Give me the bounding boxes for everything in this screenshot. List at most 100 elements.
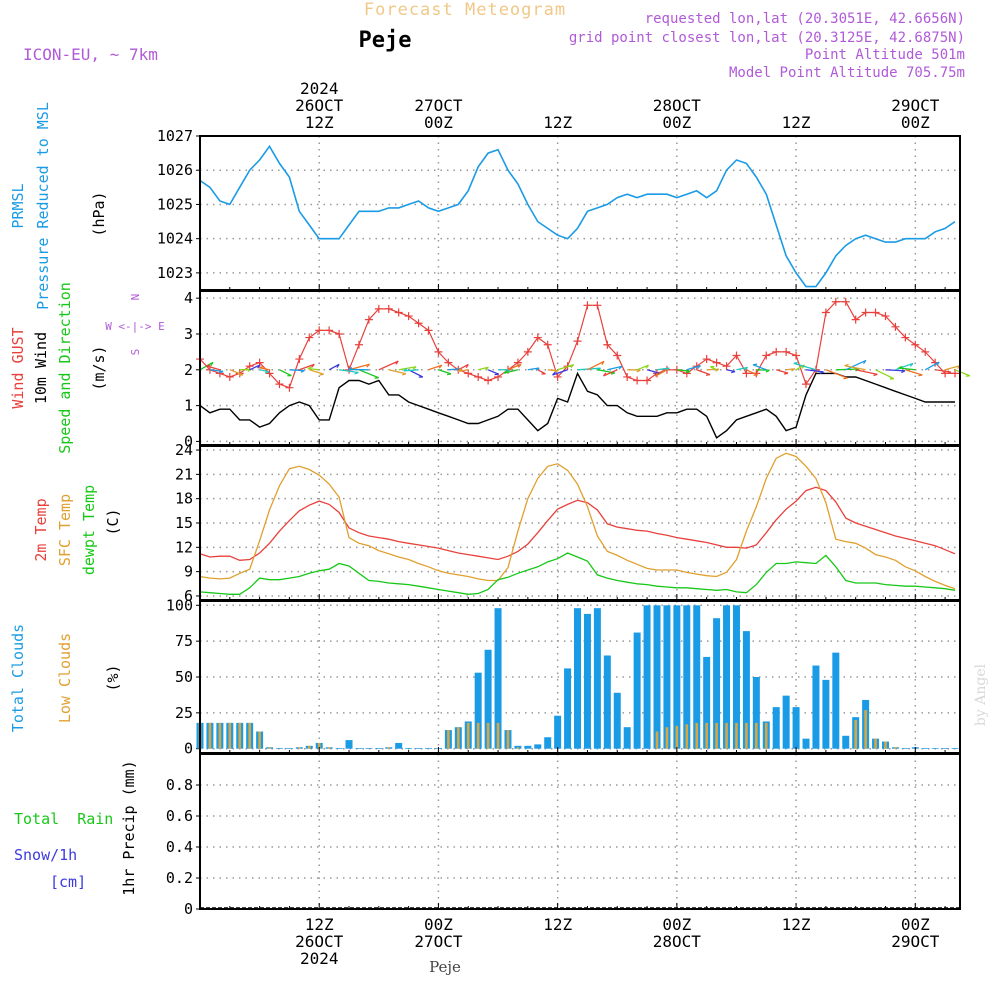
y-tick-label: 9 [184,563,193,581]
wind-arrow-head [517,363,522,368]
low-cloud-bar [755,722,758,749]
wind-arrow-head [457,368,462,372]
wind-gust-point [643,376,652,385]
watermark: by Angel [973,663,989,726]
total-cloud-bar [693,605,701,749]
y-tick-label: 6 [184,587,193,605]
wind-direction-arrow [655,369,668,377]
wind-gust-point [821,308,830,317]
wind-gust-point [484,376,493,385]
time-label: 00Z [662,113,691,132]
wind-gust-point [792,351,801,360]
wind-arrow-head [307,366,312,370]
wind-compass-we: W <-|-> E [105,320,165,333]
total-cloud-bar [424,747,432,749]
low-cloud-bar [764,722,768,749]
wind-direction-arrow [875,369,895,380]
wind-arrow-head [618,365,623,370]
wind-arrow-head [686,370,691,374]
wind-arrow-head [257,364,261,369]
precip-ylabel: 1hr Precip (mm) [120,760,138,895]
wind-gust-point [394,308,403,317]
time-label: 12Z [305,915,334,934]
wind-arrow-head [506,369,511,373]
wind-arrow-head [715,368,720,372]
time-label: 00Z [901,915,930,934]
wind-gust-point [583,301,592,310]
total-cloud-bar [474,672,482,749]
total-cloud-bar [822,679,830,749]
y-tick-label: 1026 [157,161,193,179]
wind-gust-point [275,380,284,389]
low-cloud-bar [735,722,738,749]
wind-gust-point [305,333,314,342]
wind-arrow-head [259,365,264,369]
total-cloud-bar [603,655,611,749]
low-cloud-bar [238,722,242,749]
wind-gust-point [871,308,880,317]
low-cloud-bar [317,742,321,749]
wind-arrow-head [552,371,556,376]
wind-arrow-head [219,370,224,374]
wind-direction-arrow [448,368,461,371]
y-tick-label: 0 [184,900,193,918]
legend-speed-direction: Speed and Direction [56,282,74,454]
time-label: 26OCT [295,932,344,951]
wind-direction-arrow [249,364,261,371]
wind-direction-arrow [504,369,519,374]
wind-arrow-head [535,367,540,371]
total-cloud-bar [742,631,750,749]
wind-direction-arrow [636,364,649,371]
wind-arrow-head [901,370,906,374]
time-label: 27OCT [414,932,463,951]
time-label: 00Z [424,113,453,132]
total-cloud-bar [554,715,562,749]
total-cloud-bar [663,605,671,749]
wind-gust-point [613,351,622,360]
total-cloud-bar [832,652,840,749]
low-cloud-bar [884,741,887,749]
wind-gust-point [444,358,453,367]
wind-panel: 0 1 2 3 4 [184,289,971,450]
wind-direction-arrow [478,366,489,371]
wind-direction-arrow [793,362,817,371]
y-tick-label: 4 [184,289,193,307]
wind-arrow-head [731,370,736,374]
total-cloud-bar [951,747,959,749]
wind-direction-arrow [736,366,748,371]
total-cloud-bar [484,649,492,749]
wind-arrow-head [401,373,407,376]
total-cloud-bar [534,744,542,749]
wind-arrow-head [873,373,878,377]
y-tick-label: 0 [184,740,193,758]
low-cloud-bar [506,730,510,749]
chart-title: Forecast Meteogram [364,0,566,20]
wind-gust-point [881,312,890,321]
precip-panel: 0 0.2 0.4 0.6 0.8 [166,753,961,918]
temp-unit: (C) [104,508,122,535]
wind-gust-point [831,297,840,306]
wind-arrow-head [946,371,952,375]
low-cloud-bar [864,709,867,749]
wind-gust-point [325,326,334,335]
wind-gust-point [732,351,741,360]
total-cloud-bar [931,747,939,749]
wind-arrow-head [791,368,796,372]
wind-direction-arrow [805,369,824,373]
total-cloud-bar [524,745,532,749]
wind-arrow-head [636,369,641,373]
temp-sfc-line [199,452,956,590]
legend-10m-wind: 10m Wind [32,332,50,404]
wind-arrow-head [918,374,923,377]
wind-direction-arrow [954,369,971,377]
wind-gust-point [553,372,562,381]
low-cloud-bar [447,730,450,749]
total-cloud-bar [355,747,363,749]
total-cloud-bar [732,605,740,749]
wind-gust-point [633,376,642,385]
total-cloud-bar [415,747,423,749]
total-cloud-bar [713,618,721,749]
temp-2m-line [199,486,956,561]
low-cloud-bar [715,722,718,749]
panel-frame [199,135,961,291]
